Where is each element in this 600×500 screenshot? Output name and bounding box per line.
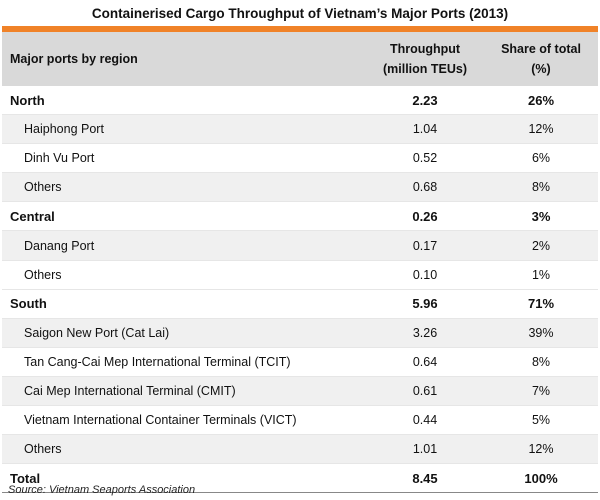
table-body: North 2.23 26% Haiphong Port 1.04 12% Di… (2, 86, 598, 494)
table-row-port: Others 0.68 8% (2, 172, 598, 203)
row-throughput: 0.44 (366, 405, 484, 436)
throughput-table: Major ports by region Throughput (millio… (2, 32, 598, 494)
row-share: 1% (484, 260, 598, 290)
table-row-region: South 5.96 71% (2, 289, 598, 319)
row-port-name: Others (2, 434, 366, 465)
row-port-name: Others (2, 260, 366, 290)
row-port-name: Vietnam International Container Terminal… (2, 405, 366, 436)
row-share: 71% (484, 289, 598, 319)
row-share: 8% (484, 347, 598, 377)
row-port-name: Total (2, 463, 366, 494)
row-throughput: 8.45 (366, 463, 484, 494)
table-row-port: Vietnam International Container Terminal… (2, 405, 598, 436)
row-share: 7% (484, 376, 598, 407)
row-throughput: 0.17 (366, 230, 484, 261)
table-row-port: Others 0.10 1% (2, 260, 598, 290)
row-throughput: 0.68 (366, 172, 484, 203)
table-row-total: Total 8.45 100% (2, 463, 598, 494)
header-throughput-line1: Throughput (389, 42, 461, 56)
row-throughput: 1.01 (366, 434, 484, 465)
row-throughput: 5.96 (366, 289, 484, 319)
row-port-name: Danang Port (2, 230, 366, 261)
row-throughput: 0.10 (366, 260, 484, 290)
table-row-port: Others 1.01 12% (2, 434, 598, 465)
table-row-port: Cai Mep International Terminal (CMIT) 0.… (2, 376, 598, 407)
table-row-port: Danang Port 0.17 2% (2, 230, 598, 261)
row-share: 3% (484, 201, 598, 232)
row-share: 12% (484, 434, 598, 465)
row-throughput: 0.52 (366, 143, 484, 174)
table-row-region: North 2.23 26% (2, 86, 598, 116)
table-title: Containerised Cargo Throughput of Vietna… (91, 6, 509, 21)
row-share: 2% (484, 230, 598, 261)
row-throughput: 0.64 (366, 347, 484, 377)
table-row-region: Central 0.26 3% (2, 201, 598, 232)
row-port-name: North (2, 86, 366, 116)
row-port-name: Haiphong Port (2, 114, 366, 145)
header-throughput: Throughput (million TEUs) (366, 32, 484, 86)
row-share: 26% (484, 86, 598, 116)
row-port-name: Tan Cang-Cai Mep International Terminal … (2, 347, 366, 377)
row-throughput: 1.04 (366, 114, 484, 145)
row-throughput: 0.26 (366, 201, 484, 232)
row-share: 12% (484, 114, 598, 145)
source-note: Source: Vietnam Seaports Association (8, 484, 196, 496)
row-throughput: 3.26 (366, 318, 484, 348)
row-port-name: Central (2, 201, 366, 232)
row-port-name: Saigon New Port (Cat Lai) (2, 318, 366, 348)
header-share-line1: Share of total (501, 42, 581, 56)
header-share-of-total: Share of total (%) (484, 32, 598, 86)
row-port-name: Others (2, 172, 366, 203)
header-share-line2: (%) (531, 62, 551, 76)
header-ports-by-region: Major ports by region (2, 32, 366, 86)
title-accent-rule (2, 26, 598, 32)
table-row-port: Saigon New Port (Cat Lai) 3.26 39% (2, 318, 598, 348)
row-share: 5% (484, 405, 598, 436)
row-port-name: South (2, 289, 366, 319)
table-row-port: Haiphong Port 1.04 12% (2, 114, 598, 145)
row-share: 8% (484, 172, 598, 203)
header-throughput-line2: (million TEUs) (382, 62, 468, 76)
row-share: 100% (484, 463, 598, 494)
row-port-name: Cai Mep International Terminal (CMIT) (2, 376, 366, 407)
row-throughput: 0.61 (366, 376, 484, 407)
table-header-row: Major ports by region Throughput (millio… (2, 32, 598, 86)
row-port-name: Dinh Vu Port (2, 143, 366, 174)
row-throughput: 2.23 (366, 86, 484, 116)
table-row-port: Dinh Vu Port 0.52 6% (2, 143, 598, 174)
row-share: 6% (484, 143, 598, 174)
row-share: 39% (484, 318, 598, 348)
table-row-port: Tan Cang-Cai Mep International Terminal … (2, 347, 598, 377)
